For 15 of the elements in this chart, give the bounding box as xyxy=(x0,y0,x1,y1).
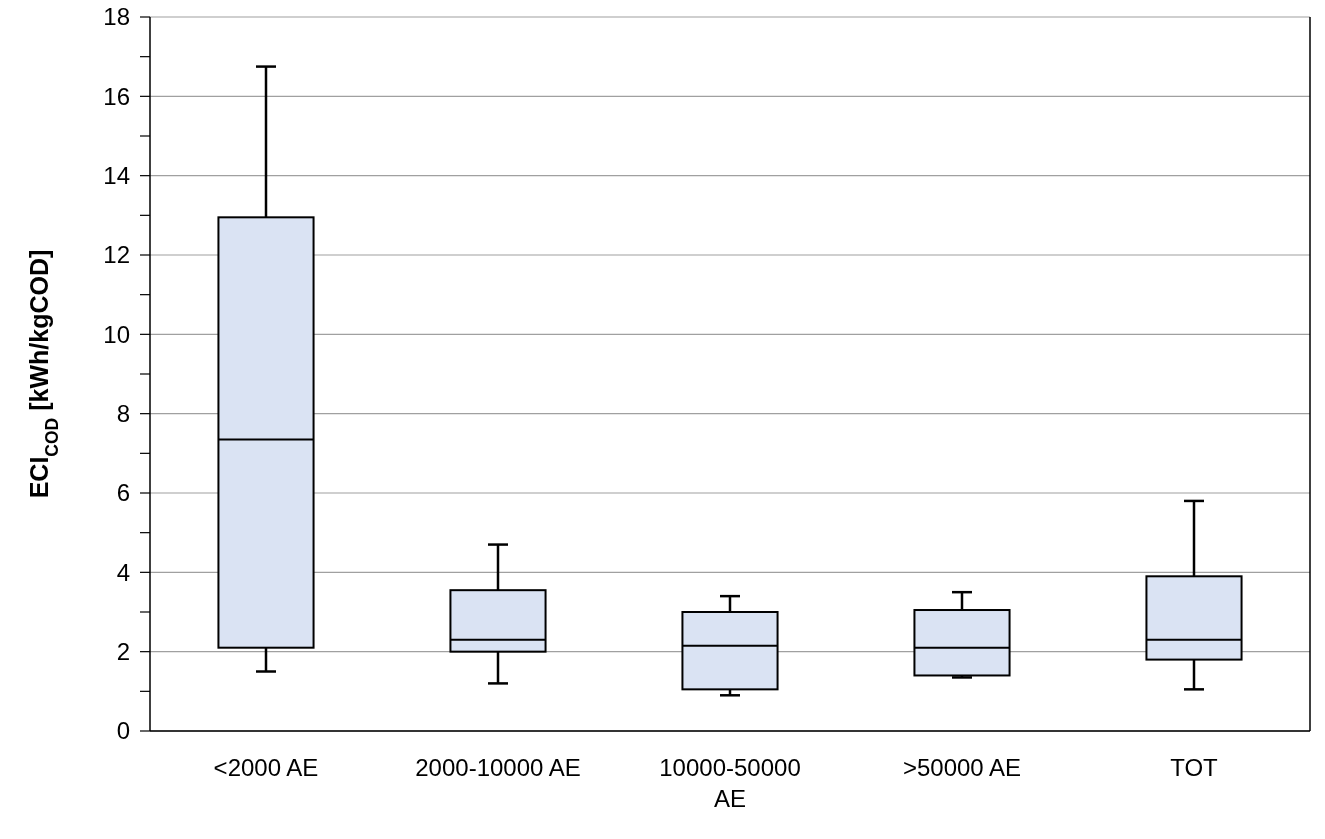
y-tick-label: 12 xyxy=(103,241,130,269)
x-tick-label: <2000 AE xyxy=(213,754,319,781)
x-tick-label: 10000-50000 AE xyxy=(659,754,801,812)
x-tick-label: TOT xyxy=(1170,754,1219,781)
y-tick-label: 14 xyxy=(103,162,130,190)
y-tick-label: 18 xyxy=(103,3,130,31)
y-tick-label: 16 xyxy=(103,82,130,110)
x-tick-label: 2000-10000 AE xyxy=(415,754,581,781)
y-tick-label: 10 xyxy=(103,320,130,348)
y-tick-label: 4 xyxy=(116,558,130,586)
x-tick-label: >50000 AE xyxy=(902,754,1022,781)
y-tick-label: 0 xyxy=(116,717,130,745)
y-tick-label: 8 xyxy=(116,400,130,428)
y-tick-label: 2 xyxy=(116,638,130,666)
y-tick-label: 6 xyxy=(116,479,130,507)
